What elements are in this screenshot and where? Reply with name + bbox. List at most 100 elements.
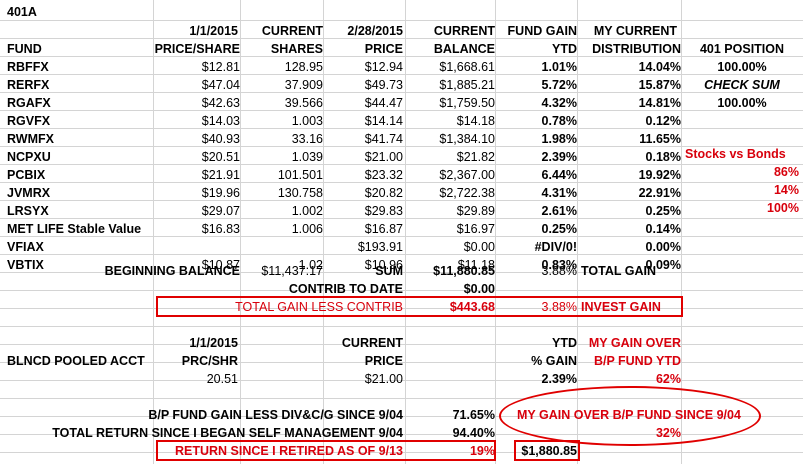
my-gain-over-label[interactable]: MY GAIN OVER <box>588 336 681 350</box>
fund-start-price[interactable]: $19.96 <box>201 186 240 200</box>
sum-value[interactable]: $11,880.85 <box>433 264 495 278</box>
fund-distribution[interactable]: 15.87% <box>638 78 681 92</box>
retired-return-value[interactable]: $1,880.85 <box>521 444 577 458</box>
fund-ytd-gain[interactable]: 2.39% <box>541 150 577 164</box>
pooled-price-value[interactable]: $21.00 <box>364 372 403 386</box>
pooled-gain-value[interactable]: 2.39% <box>541 372 577 386</box>
fund-ytd-gain[interactable]: 2.61% <box>541 204 577 218</box>
fund-shares[interactable]: 130.758 <box>277 186 323 200</box>
fund-start-price[interactable]: $14.03 <box>201 114 240 128</box>
bp-gain-since-label[interactable]: B/P FUND GAIN LESS DIV&C/G SINCE 9/04 <box>148 408 403 422</box>
fund-distribution[interactable]: 0.00% <box>645 240 681 254</box>
fund-start-price[interactable]: $10.87 <box>201 258 240 272</box>
invest-gain-pct[interactable]: 3.88% <box>541 300 577 314</box>
fund-name[interactable]: RGVFX <box>7 114 51 128</box>
invest-gain-label[interactable]: INVEST GAIN <box>581 300 661 314</box>
fund-shares[interactable]: 1.002 <box>291 204 323 218</box>
fund-balance[interactable]: $0.00 <box>463 240 495 254</box>
fund-ytd-gain[interactable]: 0.78% <box>541 114 577 128</box>
fund-shares[interactable]: 1.039 <box>291 150 323 164</box>
fund-shares[interactable]: 33.16 <box>291 132 323 146</box>
header-current-balance-top[interactable]: CURRENT <box>433 24 495 38</box>
fund-current-price[interactable]: $193.91 <box>357 240 403 254</box>
fund-balance[interactable]: $1,885.21 <box>439 78 495 92</box>
fund-name[interactable]: NCPXU <box>7 150 51 164</box>
gain-less-contrib-value[interactable]: $443.68 <box>449 300 495 314</box>
total-gain-label[interactable]: TOTAL GAIN <box>581 264 656 278</box>
fund-balance[interactable]: $1,384.10 <box>439 132 495 146</box>
total-pct[interactable]: 100% <box>767 201 799 215</box>
header-price[interactable]: PRICE <box>364 42 403 56</box>
header-end-date[interactable]: 2/28/2015 <box>347 24 403 38</box>
fund-balance[interactable]: $2,722.38 <box>439 186 495 200</box>
fund-current-price[interactable]: $21.00 <box>364 150 403 164</box>
header-balance[interactable]: BALANCE <box>433 42 495 56</box>
fund-current-price[interactable]: $20.82 <box>364 186 403 200</box>
bonds-pct[interactable]: 14% <box>773 183 799 197</box>
header-401-position[interactable]: 401 POSITION <box>699 42 785 56</box>
fund-distribution[interactable]: 0.14% <box>645 222 681 236</box>
pooled-pct-gain[interactable]: % GAIN <box>531 354 577 368</box>
my-gain-over-since-label[interactable]: MY GAIN OVER B/P FUND SINCE 9/04 <box>517 408 741 422</box>
fund-ytd-gain[interactable]: #DIV/0! <box>534 240 577 254</box>
gain-less-contrib-label[interactable]: TOTAL GAIN LESS CONTRIB <box>235 300 403 314</box>
sum-label[interactable]: SUM <box>375 264 403 278</box>
pooled-date[interactable]: 1/1/2015 <box>189 336 238 350</box>
fund-distribution[interactable]: 19.92% <box>638 168 681 182</box>
contrib-value[interactable]: $0.00 <box>463 282 495 296</box>
my-gain-ytd-value[interactable]: 62% <box>655 372 681 386</box>
total-return-value[interactable]: 94.40% <box>452 426 495 440</box>
fund-start-price[interactable]: $20.51 <box>201 150 240 164</box>
fund-ytd-gain[interactable]: 4.31% <box>541 186 577 200</box>
fund-shares[interactable] <box>240 238 327 256</box>
fund-distribution[interactable]: 22.91% <box>638 186 681 200</box>
fund-current-price[interactable]: $44.47 <box>364 96 403 110</box>
fund-current-price[interactable]: $41.74 <box>364 132 403 146</box>
header-shares[interactable]: SHARES <box>270 42 323 56</box>
fund-balance[interactable]: $2,367.00 <box>439 168 495 182</box>
fund-shares[interactable]: 39.566 <box>284 96 323 110</box>
header-my-current[interactable]: MY CURRENT <box>593 24 677 38</box>
beginning-balance-label[interactable]: BEGINNING BALANCE <box>104 264 240 278</box>
fund-ytd-gain[interactable]: 0.25% <box>541 222 577 236</box>
fund-shares[interactable]: 1.003 <box>291 114 323 128</box>
fund-distribution[interactable]: 11.65% <box>639 132 681 146</box>
header-ytd[interactable]: YTD <box>552 42 577 56</box>
header-distribution[interactable]: DISTRIBUTION <box>592 42 681 56</box>
fund-current-price[interactable]: $23.32 <box>364 168 403 182</box>
retired-return-pct[interactable]: 19% <box>469 444 495 458</box>
fund-distribution[interactable]: 14.81% <box>638 96 681 110</box>
fund-balance[interactable]: $1,759.50 <box>439 96 495 110</box>
header-start-date[interactable]: 1/1/2015 <box>189 24 238 38</box>
fund-start-price[interactable]: $16.83 <box>201 222 240 236</box>
fund-current-price[interactable]: $16.87 <box>364 222 403 236</box>
fund-shares[interactable]: 128.95 <box>284 60 323 74</box>
total-gain-pct[interactable]: 3.88% <box>541 264 577 278</box>
fund-distribution[interactable]: 0.12% <box>645 114 681 128</box>
contrib-label[interactable]: CONTRIB TO DATE <box>288 282 403 296</box>
fund-name[interactable]: RERFX <box>7 78 50 92</box>
fund-ytd-gain[interactable]: 5.72% <box>541 78 577 92</box>
stocks-pct[interactable]: 86% <box>773 165 799 179</box>
fund-ytd-gain[interactable]: 1.01% <box>541 60 577 74</box>
fund-ytd-gain[interactable]: 6.44% <box>541 168 577 182</box>
fund-start-price[interactable]: $21.91 <box>201 168 240 182</box>
fund-balance[interactable]: $1,668.61 <box>439 60 495 74</box>
fund-name[interactable]: RGAFX <box>7 96 51 110</box>
fund-start-price[interactable]: $42.63 <box>201 96 240 110</box>
fund-distribution[interactable]: 0.25% <box>645 204 681 218</box>
header-fund[interactable]: FUND <box>7 42 42 56</box>
pooled-ytd[interactable]: YTD <box>552 336 577 350</box>
fund-name[interactable]: PCBIX <box>7 168 46 182</box>
fund-start-price[interactable] <box>153 238 244 256</box>
header-fund-gain[interactable]: FUND GAIN <box>507 24 577 38</box>
retired-return-label[interactable]: RETURN SINCE I RETIRED AS OF 9/13 <box>174 444 403 458</box>
fund-shares[interactable]: 37.909 <box>284 78 323 92</box>
pooled-prc-value[interactable]: 20.51 <box>206 372 238 386</box>
fund-name[interactable]: LRSYX <box>7 204 49 218</box>
fund-name[interactable]: VBTIX <box>7 258 44 272</box>
fund-current-price[interactable]: $12.94 <box>364 60 403 74</box>
fund-current-price[interactable]: $29.83 <box>364 204 403 218</box>
fund-start-price[interactable]: $12.81 <box>201 60 240 74</box>
check-sum-value[interactable]: 100.00% <box>717 96 767 110</box>
